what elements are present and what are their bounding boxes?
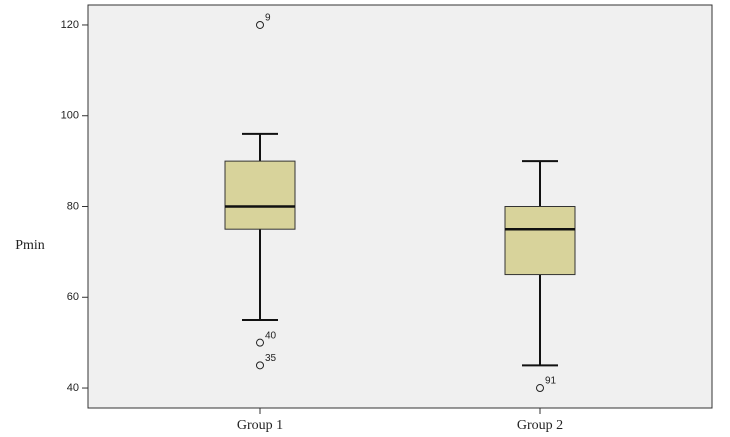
outlier-label: 40 xyxy=(265,330,277,341)
y-tick-label: 40 xyxy=(67,382,79,394)
outlier-label: 9 xyxy=(265,13,271,24)
x-tick-label: Group 2 xyxy=(517,418,563,433)
outlier-label: 91 xyxy=(545,376,557,387)
box xyxy=(224,160,296,230)
y-axis-label: Pmin xyxy=(15,238,45,253)
outlier xyxy=(256,361,264,370)
outlier-label: 35 xyxy=(265,353,277,364)
y-tick-label: 120 xyxy=(61,19,79,31)
outlier xyxy=(536,384,544,393)
y-tick-label: 100 xyxy=(61,110,79,122)
outlier xyxy=(256,338,264,347)
y-tick-label: 80 xyxy=(67,200,79,212)
y-tick-label: 60 xyxy=(67,291,79,303)
plot-area xyxy=(87,4,713,409)
box xyxy=(504,206,576,276)
x-tick-label: Group 1 xyxy=(237,418,283,433)
outlier xyxy=(256,20,264,29)
